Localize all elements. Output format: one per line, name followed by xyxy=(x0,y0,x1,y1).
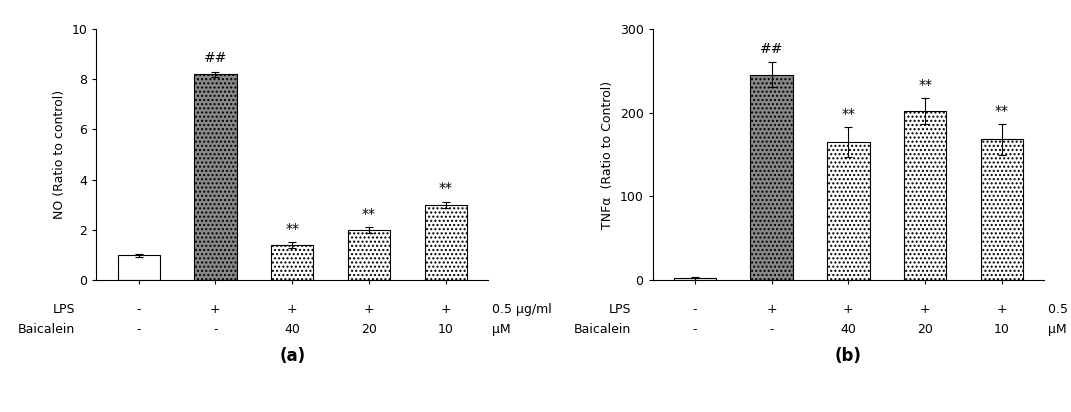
Text: -: - xyxy=(693,302,697,316)
Text: 20: 20 xyxy=(917,323,933,336)
Text: 40: 40 xyxy=(284,323,300,336)
Text: +: + xyxy=(210,302,221,316)
Text: LPS: LPS xyxy=(608,302,631,316)
Text: 20: 20 xyxy=(361,323,377,336)
Text: +: + xyxy=(440,302,451,316)
Text: +: + xyxy=(766,302,776,316)
Text: **: ** xyxy=(439,181,453,195)
Bar xyxy=(904,111,947,280)
Text: Baicalein: Baicalein xyxy=(574,323,631,336)
Text: (a): (a) xyxy=(280,346,305,365)
Y-axis label: TNFα  (Ratio to Control): TNFα (Ratio to Control) xyxy=(601,80,614,229)
Text: **: ** xyxy=(285,222,299,236)
Text: (b): (b) xyxy=(835,346,862,365)
Text: +: + xyxy=(364,302,375,316)
Bar xyxy=(118,255,160,280)
Y-axis label: NO (Ratio to control): NO (Ratio to control) xyxy=(52,90,66,219)
Text: -: - xyxy=(136,323,141,336)
Bar xyxy=(981,139,1023,280)
Bar xyxy=(751,75,793,280)
Text: 0.5 μg/ml: 0.5 μg/ml xyxy=(1049,302,1071,316)
Bar xyxy=(348,230,390,280)
Text: 40: 40 xyxy=(841,323,857,336)
Text: -: - xyxy=(136,302,141,316)
Text: +: + xyxy=(843,302,854,316)
Text: -: - xyxy=(769,323,774,336)
Text: +: + xyxy=(920,302,931,316)
Text: **: ** xyxy=(918,78,932,92)
Bar xyxy=(271,245,314,280)
Text: μM: μM xyxy=(492,323,511,336)
Text: 10: 10 xyxy=(994,323,1010,336)
Text: 0.5 μg/ml: 0.5 μg/ml xyxy=(492,302,552,316)
Text: **: ** xyxy=(362,206,376,220)
Text: ##: ## xyxy=(759,42,783,56)
Text: **: ** xyxy=(995,104,1009,118)
Text: LPS: LPS xyxy=(52,302,75,316)
Text: -: - xyxy=(693,323,697,336)
Text: -: - xyxy=(213,323,217,336)
Text: μM: μM xyxy=(1049,323,1067,336)
Text: +: + xyxy=(997,302,1008,316)
Text: +: + xyxy=(287,302,298,316)
Bar xyxy=(674,279,715,280)
Bar xyxy=(425,205,467,280)
Bar xyxy=(827,142,870,280)
Bar xyxy=(194,74,237,280)
Text: **: ** xyxy=(842,107,856,121)
Text: Baicalein: Baicalein xyxy=(17,323,75,336)
Text: 10: 10 xyxy=(438,323,454,336)
Text: ##: ## xyxy=(203,51,227,65)
